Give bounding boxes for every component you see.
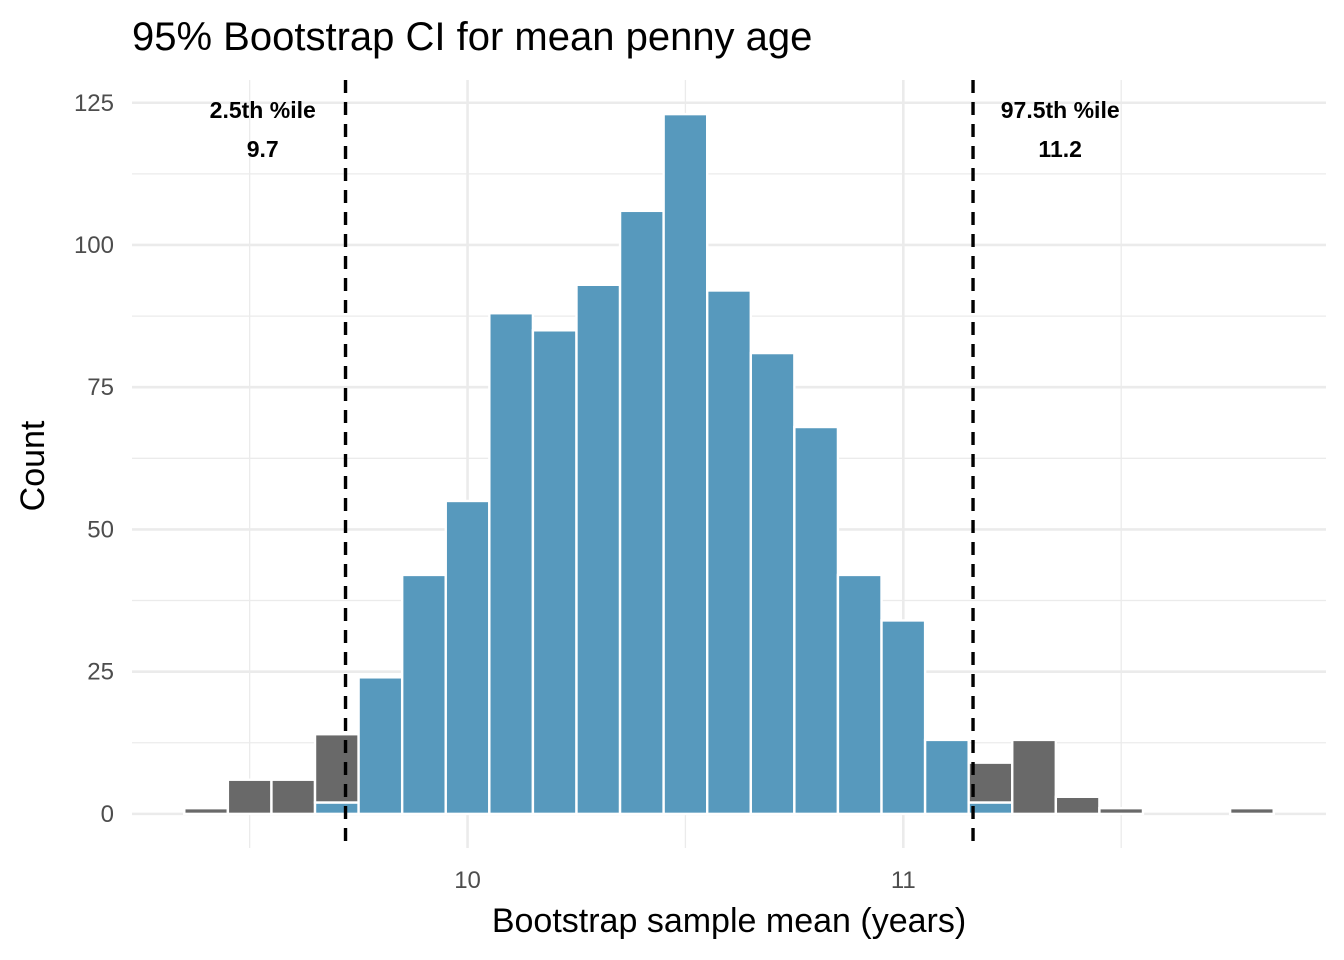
- chart-title: 95% Bootstrap CI for mean penny age: [132, 15, 812, 59]
- bar-outside-ci: [1054, 795, 1101, 816]
- bar-outside-ci: [1011, 738, 1058, 816]
- ci-label-name: 2.5th %ile: [210, 97, 316, 123]
- bar-outside-ci: [226, 778, 273, 816]
- bar-outside-ci: [183, 806, 230, 816]
- bar-in-ci: [357, 676, 404, 816]
- y-tick-label: 75: [87, 374, 114, 401]
- y-tick-label: 100: [74, 232, 114, 259]
- ci-label-value: 11.2: [1038, 136, 1082, 162]
- ci-label-value: 9.7: [247, 136, 279, 162]
- bar-in-ci: [575, 283, 622, 816]
- bar-in-ci: [836, 573, 883, 816]
- y-axis-title: Count: [14, 420, 52, 511]
- bar-outside-ci: [967, 761, 1014, 804]
- y-tick-label: 50: [87, 516, 114, 543]
- bar-in-ci: [531, 329, 578, 816]
- bar-outside-ci: [270, 778, 317, 816]
- bar-outside-ci: [1228, 806, 1275, 816]
- bar-in-ci: [444, 499, 491, 816]
- x-tick-label: 11: [891, 867, 916, 894]
- x-axis-title: Bootstrap sample mean (years): [492, 902, 966, 940]
- histogram-bars: [183, 112, 1275, 816]
- ci-label-name: 97.5th %ile: [1001, 97, 1120, 123]
- x-tick-label: 10: [454, 867, 481, 894]
- bar-in-ci: [880, 619, 927, 816]
- ci-lines: [343, 80, 975, 848]
- bar-in-ci: [618, 209, 665, 816]
- bar-in-ci: [923, 738, 970, 816]
- bar-in-ci: [967, 801, 1014, 816]
- y-tick-label: 25: [87, 659, 114, 686]
- y-tick-label: 125: [74, 90, 114, 117]
- ci-annotations: 2.5th %ile 9.7 97.5th %ile 11.2: [210, 97, 1120, 162]
- bar-outside-ci: [1098, 806, 1145, 816]
- axis-tick-labels: 0 25 50 75 100 125 10 11: [74, 90, 916, 894]
- bar-in-ci: [662, 112, 709, 816]
- bar-in-ci: [706, 289, 752, 816]
- bar-in-ci: [400, 573, 447, 816]
- bar-in-ci: [749, 351, 796, 816]
- bar-outside-ci: [313, 733, 360, 804]
- y-tick-label: 0: [101, 801, 114, 828]
- bar-in-ci: [488, 312, 535, 816]
- bar-in-ci: [793, 425, 840, 816]
- bar-in-ci: [313, 801, 360, 816]
